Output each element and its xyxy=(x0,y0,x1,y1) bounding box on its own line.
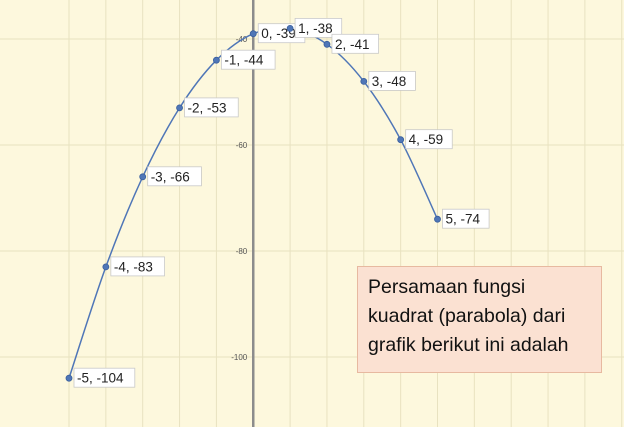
data-point xyxy=(176,104,183,112)
data-point xyxy=(249,30,257,38)
data-point xyxy=(139,173,147,181)
data-label: -3, -66 xyxy=(151,169,190,184)
data-label-box xyxy=(442,208,490,229)
data-label: -4, -83 xyxy=(114,259,153,274)
data-label-box xyxy=(73,367,136,388)
data-point xyxy=(65,374,73,382)
data-label: 2, -41 xyxy=(335,37,370,52)
y-tick-label: -80 xyxy=(236,247,248,256)
data-label-box xyxy=(405,129,453,150)
question-line-3: grafik berikut ini adalah xyxy=(368,334,569,356)
data-point xyxy=(286,24,294,32)
data-point xyxy=(323,40,331,48)
data-point xyxy=(397,136,405,144)
data-label-box xyxy=(184,97,239,118)
data-label: 5, -74 xyxy=(446,212,481,227)
data-label-box xyxy=(147,166,202,187)
question-line-2: kuadrat (parabola) dari xyxy=(368,305,566,327)
data-label-box xyxy=(220,49,276,70)
data-label: 4, -59 xyxy=(409,132,444,147)
data-label: 3, -48 xyxy=(372,74,407,89)
data-point xyxy=(434,215,441,223)
question-textbox: Persamaan fungsi kuadrat (parabola) dari… xyxy=(357,266,602,373)
data-label: -5, -104 xyxy=(77,371,124,386)
data-label-box xyxy=(331,33,379,54)
data-label: 1, -38 xyxy=(298,21,333,36)
data-label: -2, -53 xyxy=(188,100,227,115)
data-label-box xyxy=(294,17,343,38)
question-line-1: Persamaan fungsi xyxy=(368,276,526,298)
y-tick-label: -100 xyxy=(231,353,248,362)
data-point xyxy=(102,263,110,271)
data-label: -1, -44 xyxy=(224,53,264,68)
data-point xyxy=(360,78,368,85)
y-tick-label: -60 xyxy=(236,141,248,150)
data-label-box xyxy=(110,256,165,277)
data-point xyxy=(212,56,220,64)
data-label-box xyxy=(368,71,416,91)
